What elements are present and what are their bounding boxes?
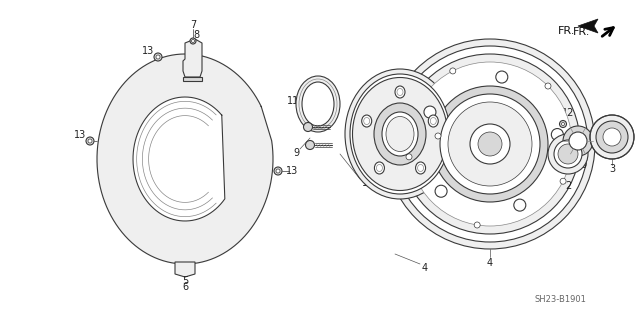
Ellipse shape — [353, 78, 447, 190]
Ellipse shape — [415, 162, 426, 174]
Ellipse shape — [296, 76, 340, 132]
Polygon shape — [133, 97, 225, 221]
Circle shape — [274, 167, 282, 175]
Text: 4: 4 — [422, 263, 428, 273]
Circle shape — [470, 124, 510, 164]
Circle shape — [548, 134, 588, 174]
Ellipse shape — [350, 74, 450, 194]
Circle shape — [276, 169, 280, 173]
Ellipse shape — [374, 103, 426, 165]
Circle shape — [561, 122, 564, 125]
Circle shape — [554, 140, 582, 168]
Circle shape — [400, 54, 580, 234]
Ellipse shape — [382, 112, 418, 156]
Ellipse shape — [362, 115, 372, 127]
Text: 2: 2 — [565, 181, 571, 191]
Circle shape — [435, 185, 447, 197]
Circle shape — [551, 129, 563, 141]
Text: 13: 13 — [142, 46, 154, 56]
Circle shape — [191, 40, 195, 42]
Circle shape — [569, 132, 587, 150]
Text: 9: 9 — [293, 148, 299, 158]
Circle shape — [435, 133, 441, 139]
Text: 6: 6 — [182, 282, 188, 292]
Ellipse shape — [386, 116, 414, 152]
Circle shape — [432, 86, 548, 202]
Circle shape — [514, 199, 526, 211]
Circle shape — [560, 178, 566, 184]
Text: FR.: FR. — [557, 26, 575, 36]
Circle shape — [474, 222, 480, 228]
Ellipse shape — [302, 82, 334, 126]
Circle shape — [156, 55, 160, 59]
Text: 13: 13 — [286, 166, 298, 176]
Circle shape — [305, 140, 314, 150]
Text: 13: 13 — [74, 130, 86, 140]
Circle shape — [478, 132, 502, 156]
Text: FR.: FR. — [573, 27, 590, 37]
Circle shape — [392, 46, 588, 242]
Circle shape — [303, 122, 312, 131]
Circle shape — [88, 139, 92, 143]
Circle shape — [496, 71, 508, 83]
Circle shape — [86, 137, 94, 145]
Text: SH23-B1901: SH23-B1901 — [534, 294, 586, 303]
Circle shape — [406, 154, 412, 160]
Text: 3: 3 — [609, 164, 615, 174]
Text: 11: 11 — [287, 96, 299, 106]
Text: 5: 5 — [182, 276, 188, 286]
Circle shape — [190, 38, 196, 44]
Circle shape — [385, 39, 595, 249]
Ellipse shape — [395, 86, 405, 98]
Circle shape — [559, 121, 566, 128]
Polygon shape — [183, 77, 202, 81]
Text: 12: 12 — [562, 108, 574, 118]
Circle shape — [450, 68, 456, 74]
Ellipse shape — [345, 69, 455, 199]
Circle shape — [596, 121, 628, 153]
Circle shape — [448, 102, 532, 186]
Polygon shape — [97, 54, 273, 264]
Circle shape — [558, 144, 578, 164]
Polygon shape — [183, 39, 202, 77]
Circle shape — [408, 62, 572, 226]
Circle shape — [154, 53, 162, 61]
Circle shape — [590, 115, 634, 159]
Circle shape — [440, 94, 540, 194]
Polygon shape — [578, 19, 598, 33]
Text: 7: 7 — [190, 20, 196, 30]
Text: 4: 4 — [487, 258, 493, 268]
Text: 10: 10 — [576, 160, 588, 170]
Text: R: R — [190, 54, 196, 63]
Text: 8: 8 — [193, 30, 199, 40]
Polygon shape — [175, 262, 195, 277]
Circle shape — [603, 128, 621, 146]
Text: 1: 1 — [362, 178, 368, 188]
Ellipse shape — [428, 115, 438, 127]
Ellipse shape — [374, 162, 385, 174]
Circle shape — [424, 106, 436, 118]
Circle shape — [563, 126, 593, 156]
Circle shape — [545, 83, 551, 89]
